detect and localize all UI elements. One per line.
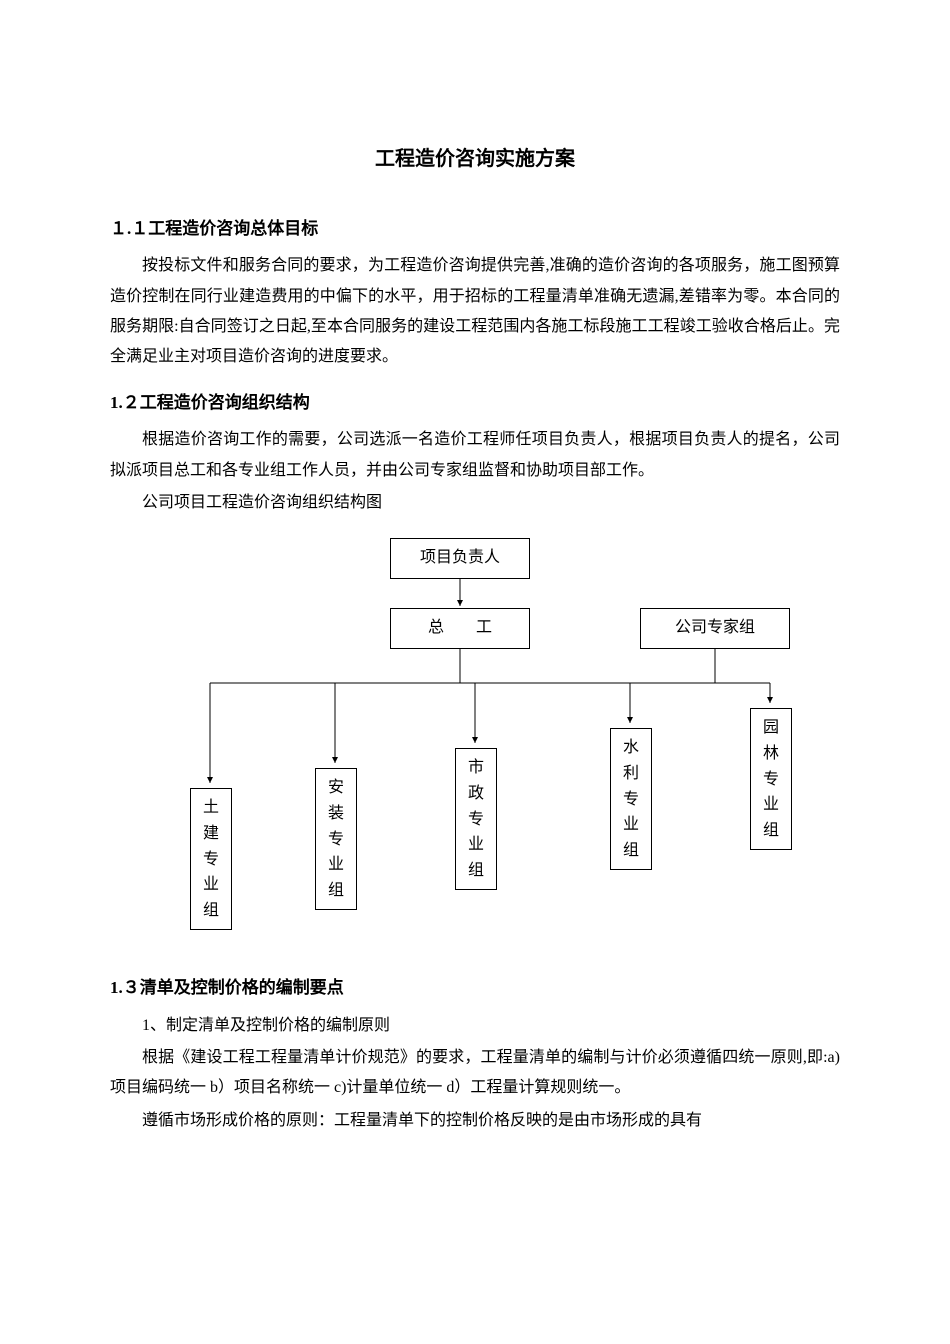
org-node-expert-group: 公司专家组 (640, 608, 790, 648)
org-leaf-civil-label: 土建专业组 (203, 795, 219, 923)
org-leaf-install-label: 安装专业组 (328, 775, 344, 903)
org-node-project-leader: 项目负责人 (390, 538, 530, 578)
org-node-chief: 总 工 (390, 608, 530, 648)
section-1-paragraph: 按投标文件和服务合同的要求，为工程造价咨询提供完善,准确的造价咨询的各项服务，施… (110, 251, 840, 373)
org-leaf-water: 水利专业组 (610, 728, 652, 870)
org-leaf-water-label: 水利专业组 (623, 735, 639, 863)
org-chart: 项目负责人 总 工 公司专家组 土建专业组 安装专业组 市政专业组 水利专业组 … (110, 528, 840, 958)
org-node-expert-group-label: 公司专家组 (675, 613, 755, 643)
org-leaf-municipal-label: 市政专业组 (468, 755, 484, 883)
section-2-paragraph-1: 根据造价咨询工作的需要，公司选派一名造价工程师任项目负责人，根据项目负责人的提名… (110, 425, 840, 486)
section-2-heading: 1.２工程造价咨询组织结构 (110, 387, 840, 419)
section-3-item-1: 1、制定清单及控制价格的编制原则 (110, 1011, 840, 1041)
section-3-paragraph-1: 根据《建设工程工程量清单计价规范》的要求，工程量清单的编制与计价必须遵循四统一原… (110, 1043, 840, 1104)
org-leaf-municipal: 市政专业组 (455, 748, 497, 890)
org-leaf-garden-label: 园林专业组 (763, 715, 779, 843)
org-leaf-garden: 园林专业组 (750, 708, 792, 850)
document-title: 工程造价咨询实施方案 (110, 140, 840, 178)
section-3-paragraph-2: 遵循市场形成价格的原则：工程量清单下的控制价格反映的是由市场形成的具有 (110, 1106, 840, 1136)
section-1-heading: １.１工程造价咨询总体目标 (110, 213, 840, 245)
org-node-chief-label: 总 工 (428, 613, 492, 643)
section-2-paragraph-2: 公司项目工程造价咨询组织结构图 (110, 488, 840, 518)
org-node-project-leader-label: 项目负责人 (420, 543, 500, 573)
section-3-heading: 1.３清单及控制价格的编制要点 (110, 972, 840, 1004)
org-leaf-civil: 土建专业组 (190, 788, 232, 930)
org-leaf-install: 安装专业组 (315, 768, 357, 910)
